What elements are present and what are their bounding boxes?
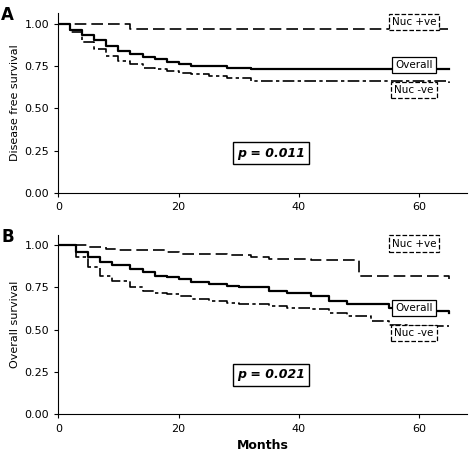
Text: Nuc +ve: Nuc +ve — [392, 17, 436, 27]
Y-axis label: Disease free survival: Disease free survival — [10, 45, 20, 162]
Y-axis label: Overall survival: Overall survival — [10, 281, 20, 369]
Text: B: B — [1, 228, 14, 246]
Text: p = 0.021: p = 0.021 — [237, 369, 305, 381]
Text: Overall: Overall — [395, 303, 433, 313]
Text: Nuc -ve: Nuc -ve — [394, 328, 434, 338]
Text: A: A — [1, 6, 14, 24]
Text: Overall: Overall — [395, 60, 433, 70]
Text: Nuc +ve: Nuc +ve — [392, 239, 436, 249]
Text: p = 0.011: p = 0.011 — [237, 147, 305, 160]
X-axis label: Months: Months — [237, 439, 289, 452]
Text: Nuc -ve: Nuc -ve — [394, 85, 434, 95]
